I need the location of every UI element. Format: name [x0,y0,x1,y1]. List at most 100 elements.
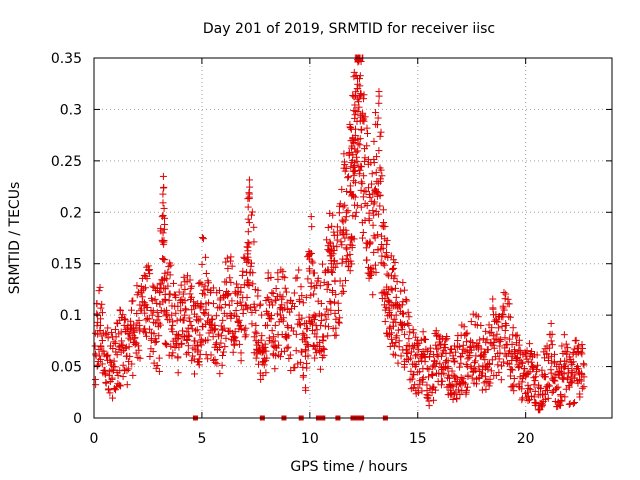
data-point [441,343,449,351]
data-point [506,335,514,343]
data-point [207,320,215,328]
data-point [100,347,108,355]
data-point [561,393,569,401]
data-point [156,289,164,297]
data-point [258,342,266,350]
data-point [500,288,508,296]
data-point [465,352,473,360]
data-point [227,253,235,261]
data-point [219,316,227,324]
y-axis: 0 0.05 0.1 0.15 0.2 0.25 0.3 0.35 [51,51,612,427]
data-point [468,374,476,382]
data-point [150,283,158,291]
data-point [166,290,174,298]
data-point [302,352,310,360]
data-point [307,282,315,290]
data-point [228,297,236,305]
data-point [309,259,317,267]
data-point [244,215,252,223]
data-point [404,308,412,316]
data-point [196,315,204,323]
data-point [334,231,342,239]
data-point [384,291,392,299]
data-point [358,234,366,242]
data-point [568,361,576,369]
data-point [174,332,182,340]
data-point [495,324,503,332]
data-point [253,329,261,337]
data-point [251,328,259,336]
data-point [258,349,266,357]
data-point [361,154,369,162]
data-point [247,211,255,219]
data-point [523,347,531,355]
data-point [307,291,315,299]
data-point [426,344,434,352]
data-point [242,331,250,339]
data-point [451,357,459,365]
data-point [459,341,467,349]
data-point [252,354,260,362]
data-point [569,400,577,408]
data-point [531,387,539,395]
data-point [246,183,254,191]
data-point [237,349,245,357]
data-point [392,293,400,301]
data-point [343,208,351,216]
data-point [447,345,455,353]
data-point [381,318,389,326]
data-point [580,361,588,369]
data-point [92,350,100,358]
data-point [515,363,523,371]
data-point [362,244,370,252]
data-point [116,342,124,350]
data-point [93,300,101,308]
data-point [324,224,332,232]
data-point [283,322,291,330]
data-point [327,299,335,307]
data-point [236,322,244,330]
data-point [565,383,573,391]
data-point [185,314,193,322]
data-point [512,332,520,340]
data-point [130,328,138,336]
data-point [152,338,160,346]
data-point [482,327,490,335]
data-point [98,360,106,368]
data-point [149,307,157,315]
data-point [96,327,104,335]
data-point [482,385,490,393]
data-point [279,293,287,301]
data-point [432,386,440,394]
data-point [319,337,327,345]
data-point [103,352,111,360]
data-point [483,336,491,344]
data-point [151,338,159,346]
data-point [326,209,334,217]
data-point [239,267,247,275]
data-point [283,299,291,307]
data-point [495,368,503,376]
data-point [571,371,579,379]
data-point [149,282,157,290]
data-point [283,344,291,352]
data-point [250,300,258,308]
data-point [310,311,318,319]
data-point [343,230,351,238]
data-point [391,272,399,280]
data-point [334,299,342,307]
data-point [292,347,300,355]
data-point [257,336,265,344]
data-point [571,399,579,407]
data-point [430,396,438,404]
data-point [460,379,468,387]
data-point [562,340,570,348]
data-point [400,310,408,318]
data-point [569,358,577,366]
data-point [405,321,413,329]
data-point [388,266,396,274]
data-point [123,381,131,389]
data-point [431,363,439,371]
data-point [141,284,149,292]
data-point [369,221,377,229]
